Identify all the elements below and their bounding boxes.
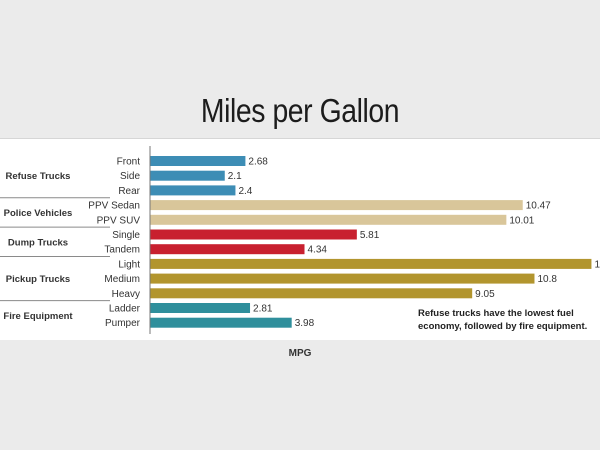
bar-dump-0 [150,229,357,240]
bar-chart: Front 2.68 Side 2.1 Rear 2.4 Refuse Trucks PPV … [0,138,600,335]
bar-fire-0 [150,303,251,313]
x-axis-label: MPG [288,348,312,359]
chart-panel: Front 2.68 Side 2.1 Rear 2.4 Refuse Trucks PPV … [0,138,600,340]
category-label: Tandem [104,245,140,256]
chart-annotation: Refuse trucks have the lowest fuel econo… [418,308,588,332]
category-label: Side [120,171,140,182]
group-label: Refuse Trucks [6,171,71,182]
value-label: 4.34 [308,245,328,256]
group-label: Police Vehicles [4,208,73,219]
category-label: PPV Sedan [88,201,140,212]
value-label: 5.81 [360,230,380,241]
category-label: Pumper [105,318,141,329]
value-label: 9.05 [475,289,495,300]
group-label: Dump Trucks [8,237,68,248]
bar-fire-1 [150,317,292,328]
value-label: 2.81 [253,304,273,315]
value-label: 10.47 [526,201,551,212]
bar-pickup-0 [150,258,592,269]
value-label: 10.01 [509,215,534,226]
category-label: Front [117,157,141,168]
bar-police-1 [150,214,507,225]
value-label: 10.8 [537,274,557,285]
bar-dump-1 [150,244,305,255]
value-label: 2.1 [228,171,242,182]
bar-refuse-1 [150,170,225,181]
category-label: Light [118,259,140,270]
bar-refuse-0 [150,156,246,166]
category-label: Single [112,230,140,241]
bar-refuse-2 [150,185,236,196]
category-label: Ladder [109,304,141,315]
group-label: Fire Equipment [3,311,73,322]
category-label: PPV SUV [97,215,141,226]
bar-police-0 [150,200,523,211]
value-label: 2.68 [248,157,268,168]
bar-pickup-1 [150,273,535,284]
value-label: 2.4 [238,186,252,197]
chart-title: Miles per Gallon [200,92,400,129]
value-label: 3.98 [295,318,315,329]
value-label: 12. [594,259,600,270]
group-label: Pickup Trucks [6,274,70,285]
bar-pickup-2 [150,288,473,299]
category-label: Rear [118,186,140,197]
category-label: Medium [104,274,140,285]
category-label: Heavy [112,289,140,300]
